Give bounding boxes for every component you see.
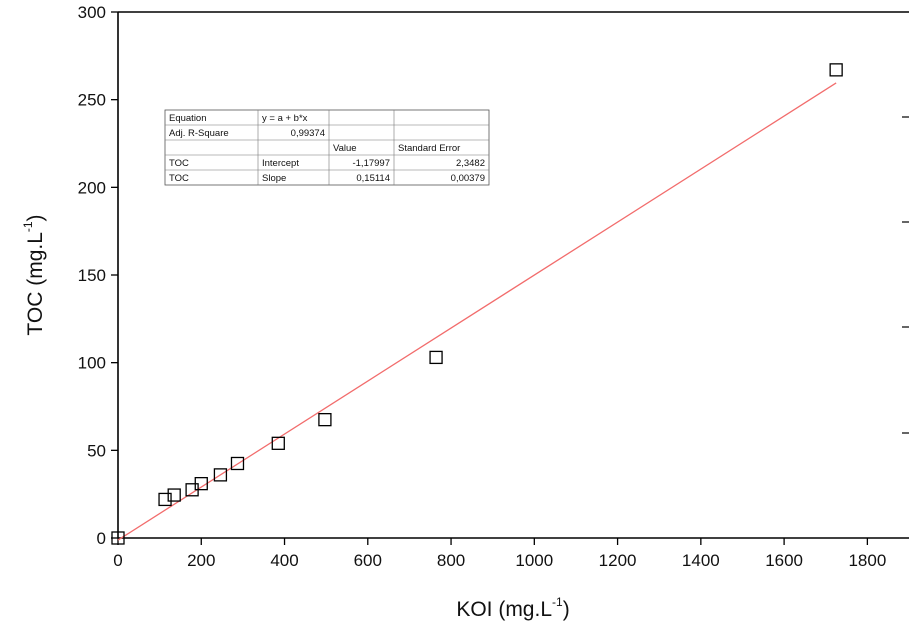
y-axis-title: TOC (mg.L-1) — [21, 214, 47, 335]
x-axis-ticks: 0 200 400 600 800 1000 1200 1400 1600 1800 — [113, 538, 886, 570]
table-cell: -1,17997 — [352, 158, 390, 169]
x-tick-label: 600 — [354, 551, 382, 570]
table-cell: y = a + b*x — [262, 113, 308, 124]
x-tick-label: 0 — [113, 551, 122, 570]
x-tick-label: 1200 — [599, 551, 637, 570]
table-cell: TOC — [169, 173, 189, 184]
fit-results-table: Equation y = a + b*x Adj. R-Square 0,99374 V… — [164, 109, 490, 186]
y-tick-label: 150 — [78, 266, 106, 285]
y-tick-label: 0 — [97, 529, 106, 548]
x-tick-label: 200 — [187, 551, 215, 570]
fit-line — [117, 82, 837, 541]
x-tick-label: 800 — [437, 551, 465, 570]
y-tick-label: 300 — [78, 3, 106, 22]
y-tick-label: 250 — [78, 91, 106, 110]
y-axis-ticks: 0 50 100 150 200 250 300 — [78, 3, 118, 548]
plot-area: 0 200 400 600 800 1000 1200 1400 1600 1800 0 50 100… — [78, 3, 909, 570]
x-tick-label: 1000 — [515, 551, 553, 570]
table-cell: TOC — [169, 158, 189, 169]
table-cell: Adj. R-Square — [169, 128, 229, 139]
table-cell: 0,00379 — [451, 173, 485, 184]
data-point — [194, 476, 208, 491]
data-point — [829, 63, 843, 77]
y-tick-label: 100 — [78, 354, 106, 373]
x-tick-label: 1600 — [765, 551, 803, 570]
y-tick-label: 200 — [78, 178, 106, 197]
y-tick-label: 50 — [87, 441, 106, 460]
data-point — [158, 492, 172, 507]
data-points — [111, 63, 843, 545]
table-cell: Standard Error — [398, 143, 460, 154]
data-point — [271, 436, 285, 450]
data-point — [213, 468, 228, 482]
table-cell: 0,15114 — [356, 173, 390, 184]
table-cell: Intercept — [262, 158, 299, 169]
x-tick-label: 1800 — [848, 551, 886, 570]
data-point — [230, 456, 245, 471]
x-axis-title: KOI (mg.L-1) — [456, 595, 569, 621]
x-tick-label: 400 — [270, 551, 298, 570]
table-cell: Equation — [169, 113, 207, 124]
table-cell: Slope — [262, 173, 286, 184]
right-axis-ticks — [902, 116, 909, 434]
table-cell: Value — [333, 143, 357, 154]
data-point — [318, 412, 332, 427]
data-point — [167, 488, 181, 502]
table-cell: 2,3482 — [456, 158, 485, 169]
data-point — [111, 531, 125, 545]
x-tick-label: 1400 — [682, 551, 720, 570]
data-point — [429, 350, 443, 365]
table-cell: 0,99374 — [291, 128, 325, 139]
table-border — [164, 109, 490, 186]
